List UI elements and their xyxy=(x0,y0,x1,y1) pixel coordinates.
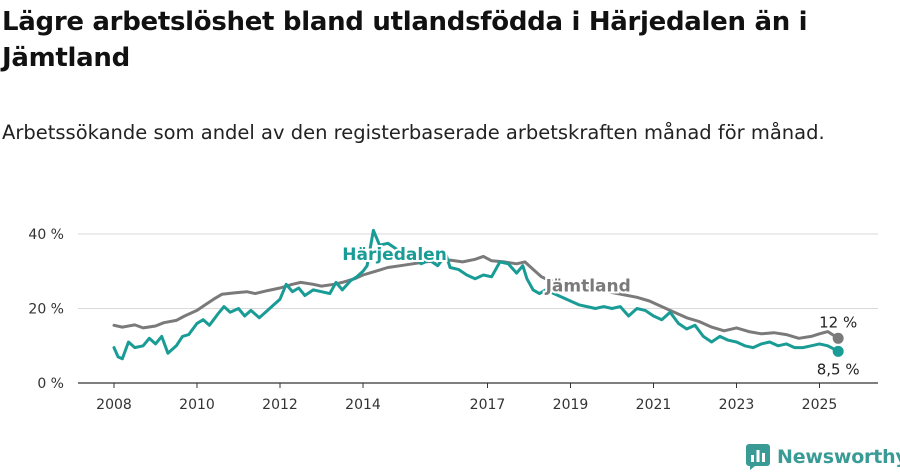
series-name-label-harjedalen: Härjedalen xyxy=(342,245,447,265)
end-value-label-harjedalen: 8,5 % xyxy=(817,360,860,378)
x-tick-label: 2019 xyxy=(553,397,589,413)
series-name-label-jamtland: Jämtland xyxy=(545,277,631,297)
line-chart: 0 % 20 % 40 % 2008 2010 2012 2014 2017 2019 2021… xyxy=(28,227,878,413)
end-point-harjedalen xyxy=(832,345,844,357)
end-value-label-jamtland: 12 % xyxy=(819,313,857,331)
series-line-harjedalen xyxy=(112,228,840,361)
x-tick-label: 2010 xyxy=(179,397,215,413)
newsworthy-logo-icon xyxy=(746,444,770,470)
x-tick-label: 2014 xyxy=(345,397,381,413)
y-tick-label: 40 % xyxy=(28,227,64,243)
x-tick-label: 2023 xyxy=(719,397,755,413)
grid-lines xyxy=(78,233,878,384)
x-tick-label: 2021 xyxy=(636,397,672,413)
newsworthy-logo: Newsworthy xyxy=(746,442,900,472)
x-tick-label: 2017 xyxy=(470,397,506,413)
x-tick-label: 2025 xyxy=(802,397,838,413)
x-axis-tick-labels: 2008 2010 2012 2014 2017 2019 2021 2023 2025 xyxy=(96,383,837,413)
x-tick-label: 2008 xyxy=(96,397,132,413)
y-tick-label: 0 % xyxy=(37,376,64,392)
series-line-jamtland xyxy=(112,254,840,340)
x-tick-label: 2012 xyxy=(262,397,298,413)
chart-title: Lägre arbetslöshet bland utlandsfödda i … xyxy=(2,7,808,73)
chart-subtitle: Arbetssökande som andel av den registerb… xyxy=(2,121,825,144)
y-tick-label: 20 % xyxy=(28,302,64,318)
y-axis-tick-labels: 0 % 20 % 40 % xyxy=(28,227,64,392)
series-labels: 12 % 8,5 % Härjedalen Jämtland xyxy=(340,243,860,378)
newsworthy-logo-text: Newsworthy xyxy=(777,446,900,468)
series-lines xyxy=(112,228,844,361)
end-point-jamtland xyxy=(832,332,844,344)
